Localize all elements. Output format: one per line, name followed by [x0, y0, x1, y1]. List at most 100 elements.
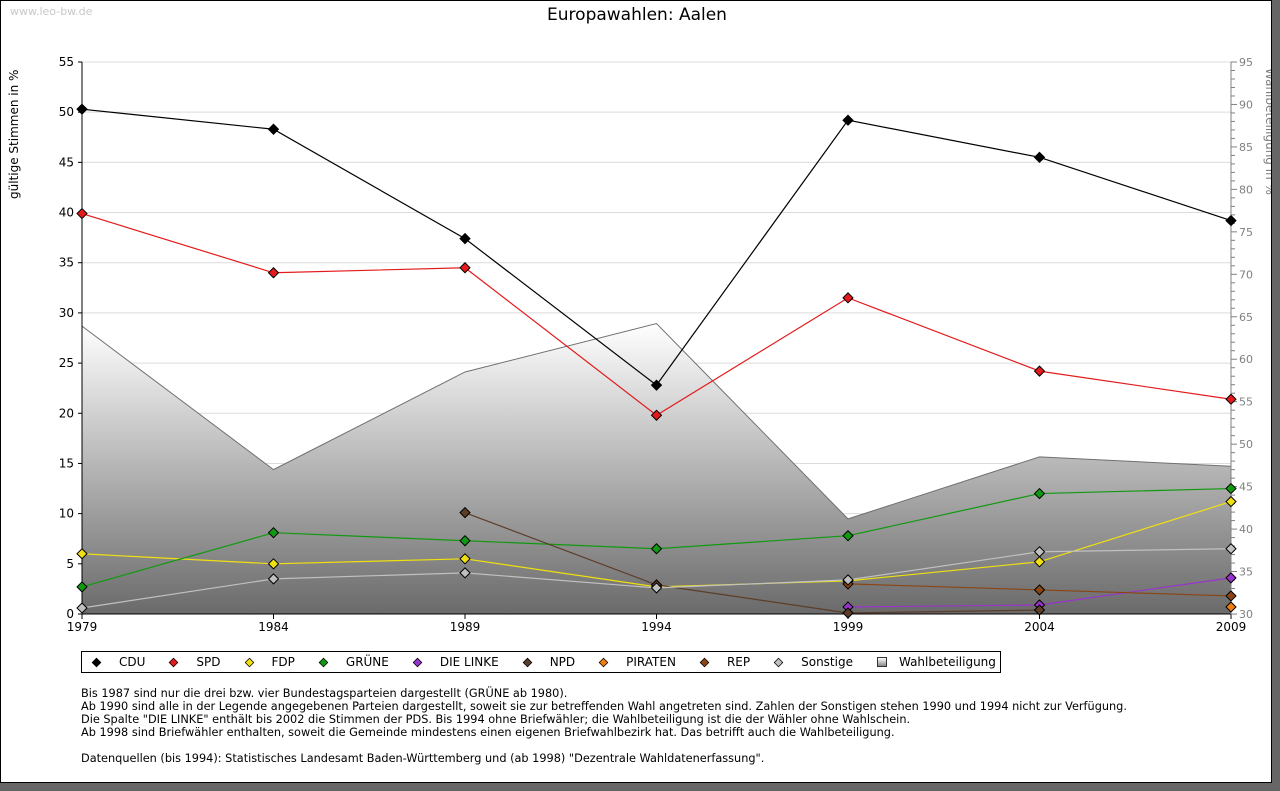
data-point: [650, 379, 663, 391]
series-piraten: [1225, 601, 1237, 613]
diamond-icon: [773, 657, 784, 667]
data-point: [459, 232, 471, 245]
data-point: [1225, 543, 1237, 555]
diamond-icon: [169, 657, 179, 667]
x-tick-label: 1999: [833, 620, 864, 634]
data-point: [842, 292, 854, 304]
diamond-icon: [318, 657, 329, 667]
y2-tick-label: 60: [1239, 353, 1253, 366]
x-tick-label: 1979: [67, 620, 98, 634]
y2-tick-label: 90: [1239, 98, 1253, 111]
series-cdu: [76, 103, 1237, 391]
data-point: [267, 573, 280, 585]
x-tick-label: 1994: [641, 620, 672, 634]
legend-label: DIE LINKE: [439, 655, 499, 669]
data-point: [1033, 487, 1046, 500]
diamond-icon: [91, 657, 102, 667]
square-icon: [876, 657, 887, 667]
data-point: [842, 530, 854, 542]
data-point: [842, 607, 854, 619]
y2-tick-label: 85: [1239, 141, 1253, 154]
data-point: [1033, 151, 1046, 164]
diamond-icon: [522, 657, 532, 667]
data-point: [1225, 590, 1237, 602]
diamond-icon: [699, 657, 710, 667]
data-point: [1033, 604, 1046, 616]
data-point: [1225, 482, 1237, 495]
turnout-line: [81, 323, 1232, 520]
y-tick-label: 0: [66, 607, 74, 621]
y-tick-label: 20: [59, 406, 74, 420]
footnote-line: Ab 1998 sind Briefwähler enthalten, sowe…: [81, 726, 895, 739]
y2-tick-label: 80: [1239, 183, 1253, 196]
data-point: [459, 567, 471, 579]
x-tick-label: 1989: [450, 620, 481, 634]
data-point: [1225, 572, 1237, 584]
y2-tick-label: 65: [1239, 311, 1253, 324]
footnote-line: Datenquellen (bis 1994): Statistisches L…: [81, 752, 765, 765]
data-point: [650, 409, 663, 421]
diamond-icon: [412, 657, 423, 667]
x-tick-label: 2009: [1216, 620, 1247, 634]
data-point: [459, 506, 471, 519]
data-point: [842, 574, 854, 586]
chart-svg: 0 5 10 15 20 25 30 35 40 45 50 55 1979 1984 1989 1994 19…: [7, 55, 1271, 634]
series-line: [464, 512, 1040, 614]
data-point: [459, 262, 471, 274]
legend-item: PIRATEN: [598, 655, 676, 669]
y-tick-label: 40: [59, 206, 74, 220]
data-point: [1033, 365, 1046, 377]
data-point: [267, 526, 280, 539]
data-point: [76, 548, 88, 560]
y-tick-label: 15: [59, 456, 74, 470]
data-point: [1225, 601, 1237, 613]
legend-label: REP: [726, 655, 751, 669]
data-point: [1033, 584, 1046, 596]
y-tick-label: 10: [59, 507, 74, 521]
watermark: www.leo-bw.de: [10, 5, 93, 18]
legend-label: PIRATEN: [626, 655, 676, 669]
legend-item: SPD: [169, 655, 221, 669]
series-spd: [76, 207, 1237, 421]
y-tick-label: 55: [59, 55, 74, 69]
legend-label: SPD: [196, 655, 221, 669]
legend-item: GRÜNE: [318, 655, 389, 669]
y2-tick-label: 45: [1239, 481, 1253, 494]
legend-label: Wahlbeteiligung: [898, 655, 996, 669]
legend-item: REP: [699, 655, 751, 669]
turnout-area-layer: [81, 323, 1232, 614]
legend-label: NPD: [549, 655, 576, 669]
footnote-line: [81, 739, 1127, 752]
data-point: [267, 558, 280, 570]
series-sonstige: [76, 543, 1237, 614]
x-tick-label: 1984: [258, 620, 289, 634]
y-tick-label: 35: [59, 256, 74, 270]
data-point: [1225, 393, 1237, 405]
footnotes: Bis 1987 sind nur die drei bzw. vier Bun…: [81, 687, 1127, 765]
diamond-icon: [598, 657, 609, 667]
footnote-line: Ab 1990 sind alle in der Legende angegeb…: [81, 700, 1127, 713]
legend-label: GRÜNE: [345, 655, 389, 669]
data-point: [842, 114, 854, 126]
data-point: [76, 207, 88, 220]
data-point: [1225, 214, 1237, 227]
y-tick-label: 25: [59, 356, 74, 370]
data-point: [650, 582, 663, 594]
data-point: [459, 535, 471, 547]
legend-item: FDP: [244, 655, 295, 669]
y-tick-label: 45: [59, 155, 74, 169]
series-gr-ne: [76, 482, 1237, 593]
y2-tick-label: 95: [1239, 56, 1253, 69]
legend-label: FDP: [271, 655, 295, 669]
data-point: [76, 103, 88, 115]
legend-item: NPD: [522, 655, 576, 669]
data-point: [267, 123, 280, 135]
series-layer: [76, 103, 1237, 619]
data-point: [267, 267, 280, 279]
chart-title: Europawahlen: Aalen: [547, 5, 727, 25]
data-point: [459, 553, 471, 565]
y2-tick-label: 40: [1239, 523, 1253, 536]
y2-tick-label: 30: [1239, 608, 1253, 621]
y2-tick-label: 50: [1239, 438, 1253, 451]
